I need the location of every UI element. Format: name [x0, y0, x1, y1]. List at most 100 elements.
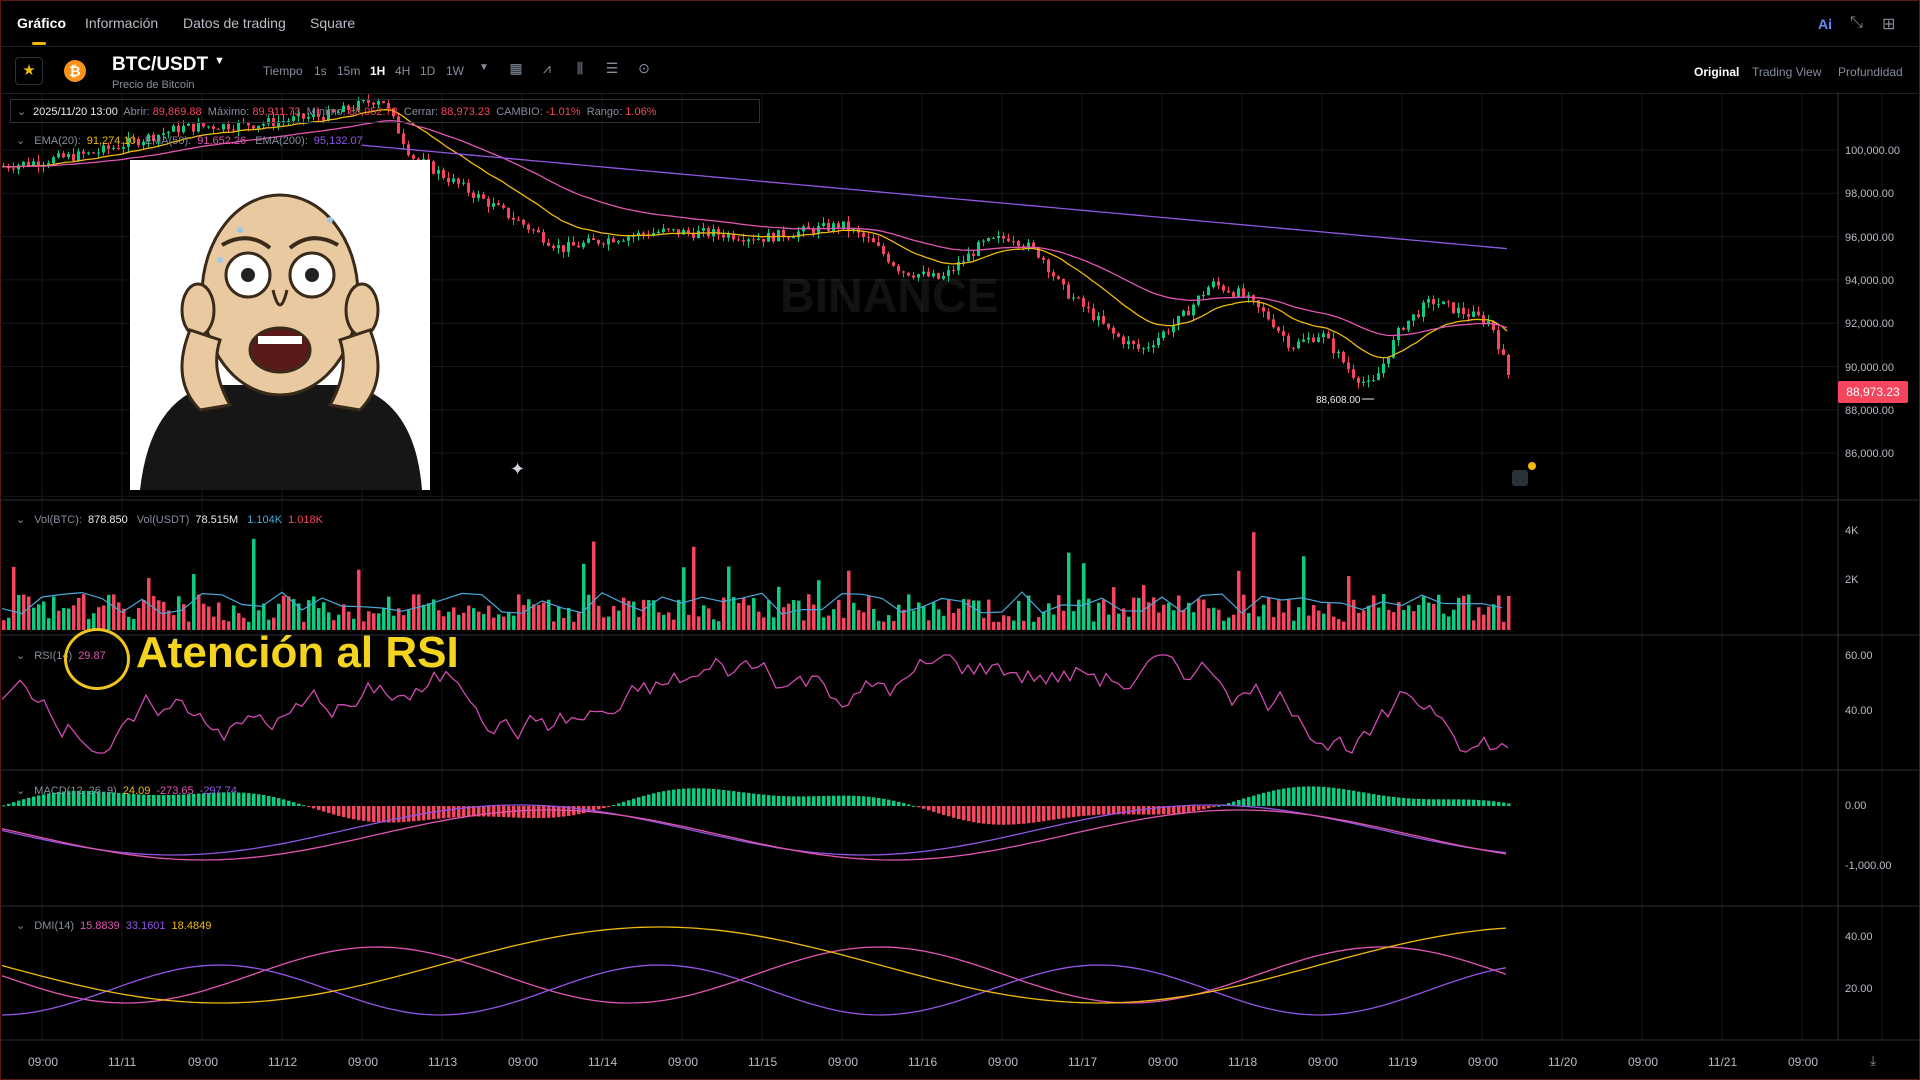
pair-selector[interactable]: BTC/USDT	[112, 54, 209, 75]
collapse-chevron-icon[interactable]: ⌄	[16, 650, 26, 662]
macd-histogram-bar	[532, 806, 536, 819]
tab-informacion[interactable]: Información	[85, 15, 159, 31]
time-axis-label: 11/14	[588, 1055, 618, 1069]
candle-body	[117, 147, 120, 149]
ai-icon[interactable]: Ai	[1818, 16, 1832, 32]
volume-bar	[262, 603, 266, 630]
tab-grafico[interactable]: Gráfico	[17, 15, 67, 31]
more-timeframes-icon[interactable]: ▼	[479, 62, 489, 73]
grid-icon[interactable]: ⊞	[1882, 16, 1896, 33]
candle-body	[207, 126, 210, 128]
candle-body	[82, 151, 85, 154]
timeframe-1h[interactable]: 1H	[370, 64, 386, 78]
macd-histogram-bar	[902, 803, 906, 806]
candle-body	[972, 253, 975, 256]
candle-body	[312, 114, 315, 117]
volume-bar	[1187, 602, 1191, 630]
volume-bar	[1032, 621, 1036, 630]
candle-body	[732, 233, 735, 240]
candle-body	[157, 134, 160, 142]
candle-body	[417, 158, 420, 161]
settings-icon[interactable]: ⊙	[638, 60, 650, 76]
volume-bar	[102, 605, 106, 630]
macd-histogram-bar	[937, 806, 941, 814]
timeframe-4h[interactable]: 4H	[395, 64, 411, 78]
volume-bar	[1042, 611, 1046, 630]
volume-legend: ⌄ Vol(BTC): 878.850 Vol(USDT) 78.515M 1.10…	[16, 513, 329, 526]
tab-datos-de-trading[interactable]: Datos de trading	[183, 15, 286, 31]
macd-histogram-bar	[552, 806, 556, 818]
macd-histogram-bar	[557, 806, 561, 818]
candle-body	[1432, 299, 1435, 305]
collapse-chevron-icon[interactable]: ⌄	[16, 920, 26, 932]
macd-histogram-bar	[207, 792, 211, 806]
volume-bar	[722, 597, 726, 630]
tab-square[interactable]: Square	[310, 15, 356, 31]
candle-body	[1332, 338, 1335, 354]
macd-histogram-bar	[112, 792, 116, 806]
candle-body	[1222, 285, 1225, 291]
collapse-chevron-icon[interactable]: ⌄	[16, 135, 26, 147]
candle-body	[702, 228, 705, 231]
macd-histogram-bar	[32, 796, 36, 806]
macd-histogram-bar	[1322, 786, 1326, 806]
view-trading-view[interactable]: Trading View	[1752, 65, 1822, 79]
collapse-chevron-icon[interactable]: ⌄	[17, 106, 27, 118]
volume-bar	[372, 613, 376, 630]
volume-bar	[1272, 617, 1276, 630]
scroll-to-end-icon[interactable]: ⤓	[1870, 1052, 1877, 1068]
macd-histogram-bar	[942, 806, 946, 815]
volume-bar	[1297, 607, 1301, 630]
settings-list-icon[interactable]: ☰	[605, 60, 619, 76]
candle-body	[1357, 377, 1360, 383]
favorite-star-icon[interactable]: ★	[15, 57, 43, 85]
volume-bar	[347, 611, 351, 630]
candle-body	[1217, 281, 1220, 286]
collapse-icon[interactable]: ⤡	[1850, 14, 1863, 31]
time-axis-label: 11/19	[1388, 1055, 1418, 1069]
volume-bar	[677, 599, 681, 630]
macd-histogram-bar	[1157, 806, 1161, 815]
macd-histogram-bar	[822, 795, 826, 806]
candle-body	[252, 125, 255, 129]
vol-usdt-value: 78.515M	[195, 514, 239, 526]
candle-body	[282, 121, 285, 123]
macd-histogram-bar	[1312, 786, 1316, 806]
macd-histogram-bar	[347, 806, 351, 819]
volume-bar	[777, 586, 781, 630]
macd-histogram-bar	[237, 792, 241, 806]
view-original[interactable]: Original	[1694, 65, 1740, 79]
chevron-down-icon[interactable]: ▼	[214, 55, 225, 67]
last-price-tag: 88,973.23	[1838, 381, 1908, 403]
timeframe-1d[interactable]: 1D	[420, 64, 436, 78]
view-profundidad[interactable]: Profundidad	[1838, 65, 1903, 79]
timeframe-1s[interactable]: 1s	[314, 64, 327, 78]
volume-bar	[1452, 609, 1456, 630]
macd-histogram-bar	[402, 806, 406, 823]
volume-bar	[512, 615, 516, 630]
candle-type-icon[interactable]: ⫼	[576, 60, 584, 76]
macd-histogram-bar	[132, 794, 136, 806]
candle-body	[757, 238, 760, 241]
calendar-icon[interactable]: ▦	[509, 60, 523, 76]
candle-body	[447, 177, 450, 183]
collapse-chevron-icon[interactable]: ⌄	[16, 514, 26, 526]
macd-histogram-bar	[1012, 806, 1016, 825]
indicator-icon[interactable]: ⩘	[543, 60, 551, 76]
macd-histogram-bar	[577, 806, 581, 815]
macd-histogram-bar	[1357, 791, 1361, 806]
ohlc-legend: ⌄ 2025/11/20 13:00 Abrir: 89,869.88 Máxi…	[10, 99, 760, 123]
candle-body	[1382, 363, 1385, 374]
macd-histogram-bar	[1007, 806, 1011, 825]
candle-body	[1302, 339, 1305, 342]
collapse-chevron-icon[interactable]: ⌄	[16, 785, 26, 797]
macd-histogram-bar	[702, 788, 706, 806]
macd-histogram-bar	[742, 792, 746, 806]
timeframe-1w[interactable]: 1W	[446, 64, 464, 78]
volume-bars	[1, 532, 1511, 630]
volume-bar	[482, 614, 486, 630]
timeframe-15m[interactable]: 15m	[337, 64, 361, 78]
candle-body	[1472, 311, 1475, 317]
volume-bar	[1162, 604, 1166, 630]
